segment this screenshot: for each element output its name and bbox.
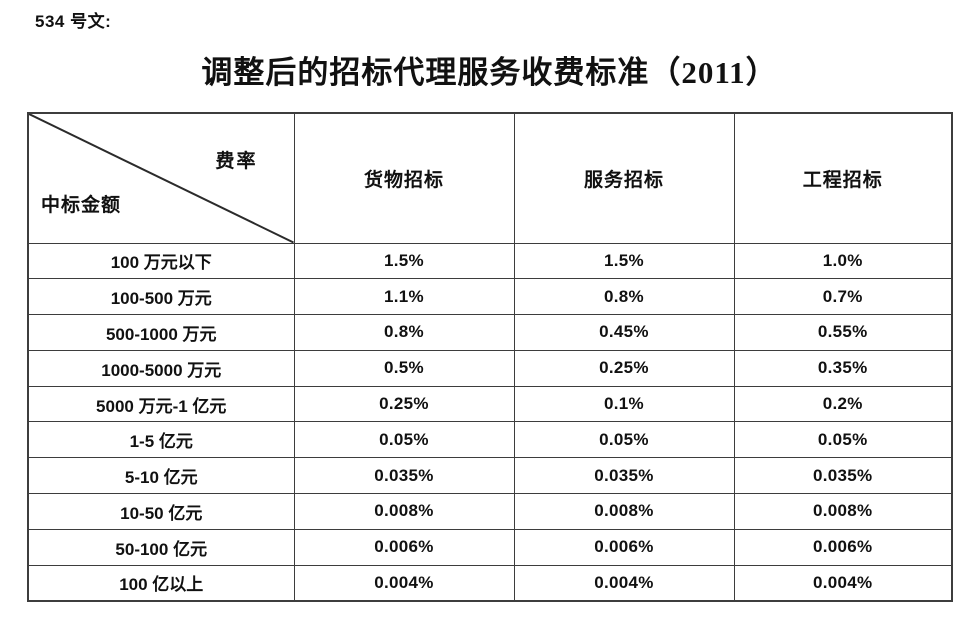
table-row: 5000 万元-1 亿元 0.25% 0.1% 0.2% bbox=[27, 385, 953, 423]
rate-value-cell: 0.004% bbox=[513, 564, 735, 602]
rate-value-cell: 0.1% bbox=[513, 385, 735, 423]
rate-value-cell: 0.8% bbox=[513, 278, 735, 316]
rate-value-cell: 0.05% bbox=[293, 421, 515, 459]
rate-value-cell: 0.5% bbox=[293, 349, 515, 387]
fee-table-body: 100 万元以下 1.5% 1.5% 1.0% 100-500 万元 1.1% 0.8% 0.… bbox=[27, 242, 953, 602]
amount-range-cell: 1-5 亿元 bbox=[27, 421, 295, 459]
column-header-engineering: 工程招标 bbox=[733, 112, 953, 244]
doc-number-label: 534 号文: bbox=[35, 12, 112, 31]
amount-range-cell: 10-50 亿元 bbox=[27, 493, 295, 530]
table-row: 100 亿以上 0.004% 0.004% 0.004% bbox=[27, 564, 953, 602]
rate-value-cell: 0.008% bbox=[293, 493, 515, 530]
rate-value-cell: 0.05% bbox=[733, 421, 953, 459]
table-row: 100-500 万元 1.1% 0.8% 0.7% bbox=[27, 278, 953, 316]
corner-label-rate: 费率 bbox=[215, 151, 258, 172]
rate-value-cell: 0.006% bbox=[733, 528, 953, 566]
rate-value-cell: 0.25% bbox=[293, 385, 515, 423]
page-title: 调整后的招标代理服务收费标准（2011） bbox=[201, 55, 778, 90]
header-row: 费率 中标金额 货物招标 服务招标 工程招标 bbox=[27, 112, 953, 244]
rate-value-cell: 0.035% bbox=[513, 457, 735, 495]
amount-range-cell: 50-100 亿元 bbox=[27, 528, 295, 566]
amount-range-cell: 1000-5000 万元 bbox=[27, 349, 295, 387]
rate-value-cell: 0.035% bbox=[293, 457, 515, 495]
rate-value-cell: 0.006% bbox=[293, 528, 515, 566]
rate-value-cell: 1.5% bbox=[293, 242, 515, 280]
rate-value-cell: 0.55% bbox=[733, 314, 953, 351]
fee-standard-table: 费率 中标金额 货物招标 服务招标 工程招标 100 万元以下 1.5% 1.5% 1… bbox=[27, 112, 953, 602]
table-row: 1000-5000 万元 0.5% 0.25% 0.35% bbox=[27, 349, 953, 387]
diagonal-corner-cell: 费率 中标金额 bbox=[27, 112, 295, 244]
rate-value-cell: 0.004% bbox=[293, 564, 515, 602]
table-row: 10-50 亿元 0.008% 0.008% 0.008% bbox=[27, 493, 953, 530]
amount-range-cell: 5000 万元-1 亿元 bbox=[27, 385, 295, 423]
rate-value-cell: 0.008% bbox=[733, 493, 953, 530]
rate-value-cell: 0.035% bbox=[733, 457, 953, 495]
table-row: 50-100 亿元 0.006% 0.006% 0.006% bbox=[27, 528, 953, 566]
rate-value-cell: 0.7% bbox=[733, 278, 953, 316]
rate-value-cell: 1.1% bbox=[293, 278, 515, 316]
table-row: 100 万元以下 1.5% 1.5% 1.0% bbox=[27, 242, 953, 280]
amount-range-cell: 5-10 亿元 bbox=[27, 457, 295, 495]
column-header-services: 服务招标 bbox=[513, 112, 735, 244]
rate-value-cell: 0.35% bbox=[733, 349, 953, 387]
amount-range-cell: 100 万元以下 bbox=[27, 242, 295, 280]
rate-value-cell: 1.0% bbox=[733, 242, 953, 280]
rate-value-cell: 0.008% bbox=[513, 493, 735, 530]
column-header-goods: 货物招标 bbox=[293, 112, 515, 244]
table-header: 费率 中标金额 货物招标 服务招标 工程招标 bbox=[27, 112, 953, 244]
amount-range-cell: 100-500 万元 bbox=[27, 278, 295, 316]
rate-value-cell: 0.2% bbox=[733, 385, 953, 423]
rate-value-cell: 1.5% bbox=[513, 242, 735, 280]
rate-value-cell: 0.25% bbox=[513, 349, 735, 387]
diagonal-divider-line bbox=[29, 114, 294, 243]
table-row: 500-1000 万元 0.8% 0.45% 0.55% bbox=[27, 314, 953, 351]
rate-value-cell: 0.006% bbox=[513, 528, 735, 566]
corner-label-amount: 中标金额 bbox=[41, 194, 122, 216]
amount-range-cell: 500-1000 万元 bbox=[27, 314, 295, 351]
rate-value-cell: 0.004% bbox=[733, 564, 953, 602]
rate-value-cell: 0.45% bbox=[513, 314, 735, 351]
amount-range-cell: 100 亿以上 bbox=[27, 564, 295, 602]
table-row: 5-10 亿元 0.035% 0.035% 0.035% bbox=[27, 457, 953, 495]
rate-value-cell: 0.8% bbox=[293, 314, 515, 351]
rate-value-cell: 0.05% bbox=[513, 421, 735, 459]
table-row: 1-5 亿元 0.05% 0.05% 0.05% bbox=[27, 421, 953, 459]
